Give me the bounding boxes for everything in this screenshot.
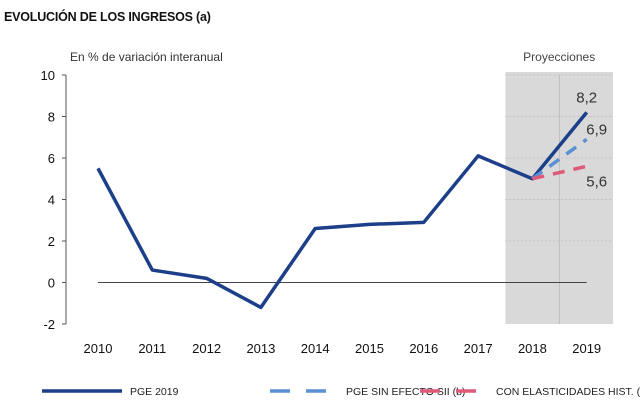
y-tick-label: 10 <box>41 68 55 83</box>
y-tick-label: 6 <box>48 151 55 166</box>
chart-title: EVOLUCIÓN DE LOS INGRESOS (a) <box>4 10 211 24</box>
series-line-2 <box>532 164 588 181</box>
y-tick-label: -2 <box>43 317 55 332</box>
x-tick-label: 2013 <box>246 341 275 356</box>
y-tick-label: 2 <box>48 234 55 249</box>
series-line-0 <box>96 111 589 310</box>
projection-label: Proyecciones <box>523 50 595 64</box>
x-tick-label: 2012 <box>192 341 221 356</box>
legend-label: PGE 2019 <box>130 386 179 398</box>
series-line-1 <box>531 137 588 181</box>
end-label: 5,6 <box>586 173 607 190</box>
legend-label: PGE SIN EFECTO SII (b) <box>346 386 465 398</box>
end-label: 8,2 <box>576 89 597 106</box>
x-tick-label: 2018 <box>518 341 547 356</box>
x-tick-label: 2015 <box>355 341 384 356</box>
x-tick-label: 2010 <box>84 341 113 356</box>
x-tick-label: 2016 <box>409 341 438 356</box>
y-tick-label: 0 <box>48 276 55 291</box>
y-tick-label: 8 <box>48 110 55 125</box>
x-tick-label: 2011 <box>138 341 166 356</box>
y-tick-label: 4 <box>48 193 55 208</box>
end-label: 6,9 <box>586 121 607 138</box>
x-tick-label: 2014 <box>301 341 330 356</box>
y-axis-label: En % de variación interanual <box>70 50 223 64</box>
legend-label: CON ELASTICIDADES HIST. (c) <box>496 386 640 398</box>
x-tick-label: 2017 <box>464 341 493 356</box>
x-tick-label: 2019 <box>572 341 601 356</box>
